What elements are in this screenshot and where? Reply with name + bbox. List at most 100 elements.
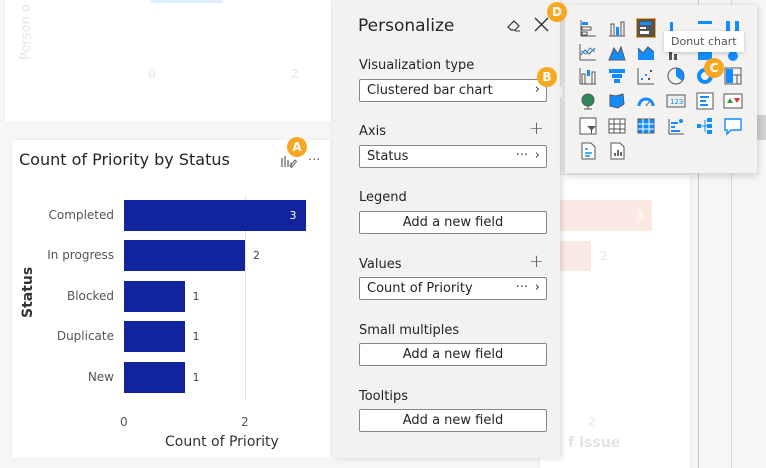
add-axis-icon[interactable]: + [528, 118, 544, 139]
100-stacked-column-chart-icon[interactable] [723, 18, 743, 38]
add-field-text: Add a new field [402, 413, 504, 428]
pane-title: Personalize [358, 16, 455, 36]
axis-label: Axis [359, 124, 386, 139]
pie-chart-icon[interactable] [666, 66, 686, 86]
add-values-icon[interactable]: + [528, 251, 544, 272]
scatter-chart-icon[interactable] [636, 66, 656, 86]
divider [698, 0, 699, 468]
100-stacked-bar-chart-icon[interactable] [695, 18, 715, 38]
gauge-icon[interactable] [636, 91, 656, 111]
card-icon[interactable]: 123 [666, 91, 686, 111]
axis-value: Status [367, 149, 409, 164]
funnel-chart-alt-icon[interactable] [578, 66, 598, 86]
field-options-icon[interactable]: ··· [515, 148, 528, 163]
bar-blocked[interactable] [124, 281, 185, 312]
key-influencers-icon[interactable] [666, 116, 686, 136]
scrollbar[interactable] [757, 115, 766, 140]
qa-visual-icon[interactable] [723, 116, 743, 136]
clustered-bar-chart-icon[interactable] [635, 17, 657, 39]
tooltip: Donut chart [664, 31, 744, 52]
faded-bar [151, 0, 223, 3]
x-axis-label: f Issue [568, 435, 621, 451]
x-axis-title: Count of Priority [165, 434, 279, 450]
small-multiples-label: Small multiples [359, 323, 460, 338]
bar-completed[interactable] [124, 200, 306, 231]
value: 2 [600, 249, 608, 263]
badge-b: B [537, 67, 557, 87]
eraser-icon[interactable] [506, 17, 522, 37]
badge-d: D [547, 2, 567, 22]
line-chart-icon[interactable] [578, 42, 598, 62]
value: 3 [636, 208, 644, 222]
picker-arrow [556, 80, 566, 104]
field-options-icon[interactable]: ··· [515, 280, 528, 295]
bar-duplicate[interactable] [124, 321, 185, 352]
viz-type-value: Clustered bar chart [367, 83, 493, 98]
y-axis-label: Person o [19, 4, 34, 60]
values-field[interactable]: Count of Priority ··· › [359, 277, 547, 300]
viz-type-label: Visualization type [359, 58, 475, 73]
category-label: Blocked [66, 289, 114, 303]
funnel-chart-icon[interactable] [607, 66, 627, 86]
chart-title: Count of Priority by Status [19, 150, 230, 169]
waterfall-chart-icon[interactable] [723, 42, 743, 62]
data-label: 1 [192, 330, 200, 343]
map-icon[interactable] [578, 91, 598, 111]
stacked-bar-chart-icon[interactable] [578, 18, 598, 38]
filled-map-icon[interactable] [607, 91, 627, 111]
slicer-icon[interactable] [578, 116, 598, 136]
ribbon-chart-icon[interactable] [695, 42, 715, 62]
multi-row-card-icon[interactable] [695, 91, 715, 111]
background-visual-right: 3 2 2 f Issue [540, 175, 690, 468]
viz-type-dropdown[interactable]: Clustered bar chart › [359, 79, 547, 102]
category-label: Completed [48, 208, 114, 222]
matrix-icon[interactable] [636, 116, 656, 136]
chevron-right-icon: › [534, 82, 540, 97]
badge-c: C [704, 58, 724, 78]
svg-text:123: 123 [670, 98, 683, 106]
gridline [245, 195, 246, 400]
close-icon[interactable] [534, 17, 549, 36]
kpi-icon[interactable] [723, 91, 743, 111]
badge-a: A [287, 137, 307, 157]
tooltips-label: Tooltips [359, 389, 408, 404]
category-label: New [87, 370, 114, 384]
tick: 2 [291, 67, 299, 81]
data-label: 2 [253, 249, 260, 262]
values-label: Values [359, 257, 402, 272]
tick: 0 [148, 67, 156, 81]
category-label: In progress [47, 248, 114, 262]
smart-narrative-icon[interactable] [578, 141, 598, 161]
decomposition-tree-icon[interactable] [695, 116, 715, 136]
stacked-column-chart-icon[interactable] [607, 18, 627, 38]
add-field-text: Add a new field [402, 347, 504, 362]
values-value: Count of Priority [367, 281, 473, 296]
tooltips-add-field[interactable]: Add a new field [359, 409, 547, 432]
x-tick: 2 [241, 415, 249, 429]
more-options-button[interactable]: ··· [308, 153, 321, 168]
personalize-visual-icon[interactable] [281, 154, 298, 172]
area-chart-icon[interactable] [607, 42, 627, 62]
stacked-area-chart-icon[interactable] [636, 42, 656, 62]
data-label: 3 [289, 209, 297, 222]
small-multiples-add-field[interactable]: Add a new field [359, 343, 547, 366]
treemap-icon[interactable] [723, 66, 743, 86]
add-field-text: Add a new field [402, 215, 504, 230]
divider [731, 0, 732, 468]
bar-new[interactable] [124, 362, 185, 393]
data-label: 1 [192, 371, 200, 384]
line-and-column-chart-icon[interactable] [666, 42, 686, 62]
legend-label: Legend [359, 190, 407, 205]
x-tick: 0 [120, 415, 128, 429]
tick: 2 [588, 415, 596, 429]
bar-in-progress[interactable] [124, 240, 245, 271]
data-label: 1 [192, 290, 200, 303]
legend-add-field[interactable]: Add a new field [359, 211, 547, 234]
axis-field[interactable]: Status ··· › [359, 145, 547, 168]
chevron-right-icon[interactable]: › [534, 148, 540, 163]
table-icon[interactable] [607, 116, 627, 136]
background-visual-top: Person o 0 2 [5, 0, 331, 122]
chevron-right-icon[interactable]: › [534, 280, 540, 295]
paginated-report-icon[interactable] [607, 141, 627, 161]
personalize-pane: Personalize Visualization type Clustered… [333, 0, 560, 458]
